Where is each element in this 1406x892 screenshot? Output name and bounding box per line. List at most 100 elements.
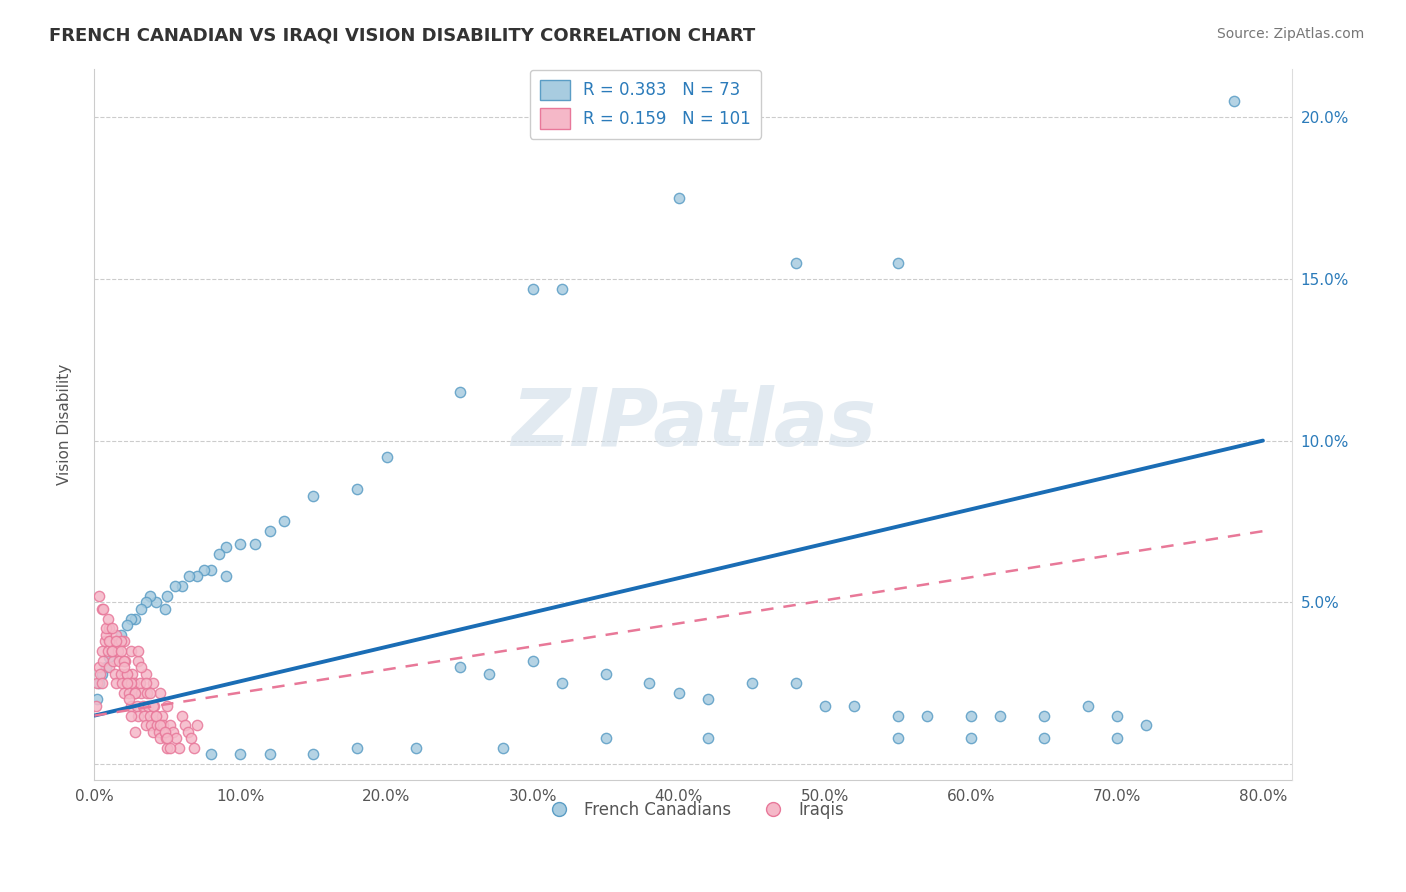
Point: [141, 718, 163, 732]
Point: [152, 718, 174, 732]
Point: [115, 676, 138, 690]
Point: [101, 644, 124, 658]
Point: [135, 718, 157, 732]
Point: [105, 634, 128, 648]
Point: [142, 698, 165, 713]
Point: [127, 708, 149, 723]
Point: [145, 595, 167, 609]
Point: [215, 541, 238, 555]
Point: [129, 602, 152, 616]
Point: [149, 731, 172, 746]
Point: [129, 686, 152, 700]
Point: [105, 634, 128, 648]
Point: [103, 654, 125, 668]
Point: [842, 698, 865, 713]
Point: [595, 731, 617, 746]
Point: [449, 660, 471, 674]
Point: [156, 731, 179, 746]
Point: [156, 741, 179, 756]
Point: [94, 660, 117, 674]
Point: [193, 563, 215, 577]
Point: [90, 644, 112, 658]
Point: [478, 666, 501, 681]
Point: [101, 644, 124, 658]
Point: [120, 676, 142, 690]
Point: [87, 676, 110, 690]
Point: [115, 666, 138, 681]
Point: [186, 569, 208, 583]
Point: [741, 676, 763, 690]
Point: [1222, 94, 1244, 108]
Point: [135, 595, 157, 609]
Point: [87, 589, 110, 603]
Point: [115, 666, 138, 681]
Point: [110, 644, 132, 658]
Point: [375, 450, 398, 464]
Point: [142, 724, 165, 739]
Point: [229, 747, 252, 762]
Point: [785, 255, 807, 269]
Point: [125, 698, 148, 713]
Point: [91, 654, 114, 668]
Point: [165, 731, 187, 746]
Point: [111, 676, 134, 690]
Point: [180, 731, 202, 746]
Point: [96, 611, 118, 625]
Point: [96, 644, 118, 658]
Point: [146, 718, 169, 732]
Point: [170, 579, 193, 593]
Point: [179, 569, 201, 583]
Point: [215, 569, 238, 583]
Point: [959, 731, 981, 746]
Legend: French Canadians, Iraqis: French Canadians, Iraqis: [536, 794, 851, 825]
Point: [148, 724, 170, 739]
Point: [90, 602, 112, 616]
Point: [1032, 708, 1054, 723]
Point: [89, 666, 111, 681]
Point: [302, 489, 325, 503]
Point: [105, 676, 128, 690]
Point: [668, 686, 690, 700]
Point: [959, 708, 981, 723]
Point: [346, 741, 368, 756]
Point: [551, 281, 574, 295]
Point: [302, 747, 325, 762]
Point: [522, 281, 544, 295]
Point: [87, 660, 110, 674]
Point: [93, 634, 115, 648]
Point: [1135, 718, 1157, 732]
Point: [1077, 698, 1099, 713]
Point: [98, 660, 121, 674]
Point: [104, 666, 127, 681]
Point: [243, 537, 266, 551]
Point: [129, 660, 152, 674]
Point: [1105, 708, 1128, 723]
Point: [159, 718, 181, 732]
Point: [200, 563, 222, 577]
Point: [259, 524, 281, 538]
Point: [121, 666, 143, 681]
Point: [522, 654, 544, 668]
Point: [346, 482, 368, 496]
Point: [163, 579, 186, 593]
Text: Source: ZipAtlas.com: Source: ZipAtlas.com: [1216, 27, 1364, 41]
Point: [98, 650, 121, 665]
Point: [149, 718, 172, 732]
Point: [887, 731, 910, 746]
Point: [142, 676, 165, 690]
Point: [112, 654, 135, 668]
Point: [90, 676, 112, 690]
Point: [162, 724, 184, 739]
Point: [139, 686, 162, 700]
Point: [135, 666, 157, 681]
Point: [124, 611, 146, 625]
Point: [595, 666, 617, 681]
Point: [120, 698, 142, 713]
Point: [118, 692, 141, 706]
Point: [207, 547, 229, 561]
Point: [112, 634, 135, 648]
Point: [117, 676, 139, 690]
Point: [86, 692, 108, 706]
Point: [159, 741, 181, 756]
Point: [115, 618, 138, 632]
